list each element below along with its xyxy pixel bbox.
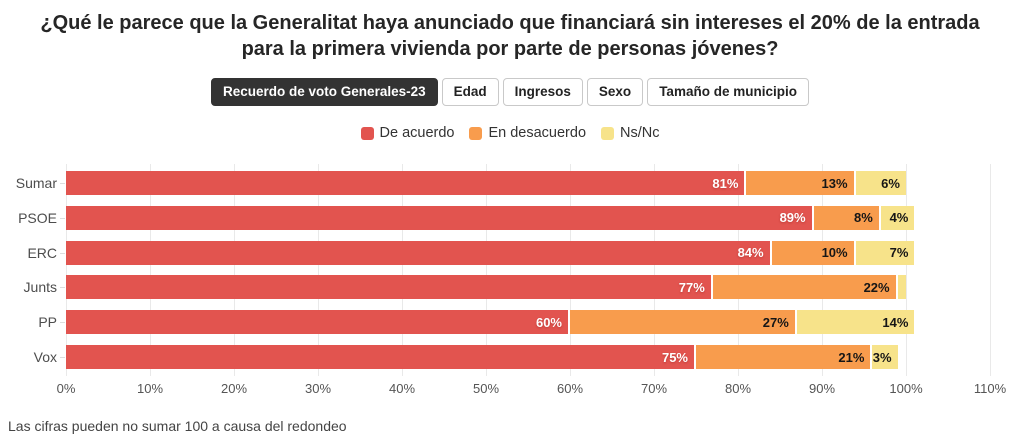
bar-value-label: 21% [838,349,865,365]
bar-segment-en-desacuerdo: 21% [696,345,873,369]
category-label-junts: Junts [23,279,57,296]
x-axis-label: 20% [220,381,248,396]
legend-item-de-acuerdo: De acuerdo [360,125,455,141]
bar-value-label: 77% [678,279,705,295]
y-axis-tick [60,217,65,219]
gridline [66,164,67,376]
bar-segment-de-acuerdo: 77% [66,275,713,300]
bar-value-label: 27% [762,314,789,330]
x-axis-label: 100% [889,381,923,396]
footnote: Las cifras pueden no sumar 100 a causa d… [8,418,347,434]
y-axis-tick [60,183,65,184]
x-axis-label: 10% [136,381,164,396]
legend-label: Ns/Nc [620,125,660,141]
gridline [486,164,487,376]
bar-value-label: 22% [863,279,890,295]
bar-segment-ns-nc: 4% [880,205,915,230]
bar-row-psoe: 89% 8% 4% [66,205,915,230]
tab-recuerdo-de-voto-generales-23[interactable]: Recuerdo de voto Generales-23 [211,78,438,106]
bar-segment-ns-nc [897,275,906,300]
tab-ingresos[interactable]: Ingresos [502,78,583,106]
bar-segment-ns-nc: 7% [855,240,915,265]
bar-segment-en-desacuerdo: 22% [712,275,898,300]
gridline [822,164,823,376]
bar-segment-de-acuerdo: 60% [66,310,570,335]
x-axis-label: 90% [808,381,836,396]
bar-segment-de-acuerdo: 75% [66,345,696,369]
chart-legend: De acuerdo En desacuerdo Ns/Nc [0,125,1020,141]
legend-item-ns-nc: Ns/Nc [601,125,660,141]
gridline [570,164,571,376]
bar-value-label: 14% [882,314,909,330]
gridline [990,164,991,376]
x-axis-label: 0% [56,381,76,396]
x-axis-label: 60% [556,381,584,396]
bar-value-label: 13% [821,175,848,191]
bar-row-vox: 75% 21% 3% [66,345,898,369]
bar-value-label: 6% [881,175,900,191]
category-label-pp: PP [38,314,57,331]
bar-segment-de-acuerdo: 81% [66,171,747,195]
tab-tama-o-de-municipio[interactable]: Tamaño de municipio [647,78,809,106]
category-label-sumar: Sumar [15,175,57,191]
bar-segment-en-desacuerdo: 13% [746,171,856,195]
legend-swatch-icon [601,126,615,140]
gridline [234,164,235,376]
tab-sexo[interactable]: Sexo [586,78,644,106]
bar-value-label: 89% [779,210,806,226]
bar-segment-ns-nc: 14% [796,310,915,335]
x-axis-label: 40% [388,381,416,396]
x-axis-label: 70% [640,381,668,396]
category-label-vox: Vox [33,349,57,365]
bar-segment-en-desacuerdo: 27% [570,310,797,335]
x-axis-label: 110% [973,381,1007,396]
legend-item-en-desacuerdo: En desacuerdo [469,125,586,141]
bar-value-label: 7% [889,245,909,261]
category-label-erc: ERC [27,244,57,261]
y-axis-tick [60,357,65,358]
x-axis-label: 80% [724,381,752,396]
bar-row-pp: 60% 27% 14% [66,310,915,335]
bar-segment-ns-nc: 3% [872,345,898,369]
chart-title: ¿Qué le parece que la Generalitat haya a… [40,12,980,60]
bar-segment-ns-nc: 6% [855,171,906,195]
bar-segment-de-acuerdo: 89% [66,205,814,230]
gridline [738,164,739,376]
bar-segment-en-desacuerdo: 8% [813,205,881,230]
x-axis-label: 30% [304,381,332,396]
y-axis-tick [60,252,65,254]
gridline [654,164,655,376]
bar-row-junts: 77% 22% [66,275,906,300]
bar-value-label: 4% [889,210,909,226]
gridline [402,164,403,376]
bar-row-erc: 84% 10% 7% [66,240,915,265]
legend-label: De acuerdo [379,125,455,141]
category-label-psoe: PSOE [18,209,57,226]
bar-value-label: 60% [535,314,562,330]
bar-segment-de-acuerdo: 84% [66,240,772,265]
gridline [318,164,319,376]
y-axis-tick [60,287,65,289]
legend-swatch-icon [360,126,374,140]
tab-bar: Recuerdo de voto Generales-23 Edad Ingreso… [0,78,1020,106]
gridline [906,164,907,376]
bar-value-label: 84% [737,245,764,261]
bar-segment-en-desacuerdo: 10% [771,240,856,265]
tab-edad[interactable]: Edad [441,78,499,106]
legend-swatch-icon [469,126,483,140]
bar-value-label: 8% [853,210,873,226]
x-axis-label: 50% [472,381,500,396]
bar-row-sumar: 81% 13% 6% [66,171,906,195]
bar-value-label: 75% [661,349,688,365]
legend-label: En desacuerdo [488,125,587,141]
bar-value-label: 81% [712,175,739,191]
gridline [150,164,151,376]
bar-value-label: 10% [821,245,848,261]
y-axis-tick [60,322,65,324]
stacked-bar-chart: 0% 10% 20% 30% 40% 50% 60% 70% 80% 90% 100% 110% Sum… [0,164,1020,400]
bar-value-label: 3% [872,349,892,365]
